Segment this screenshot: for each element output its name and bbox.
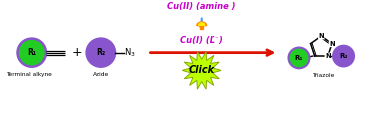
Text: R₂: R₂ (96, 48, 105, 57)
Circle shape (288, 48, 310, 68)
Text: N: N (325, 53, 331, 59)
Text: N: N (318, 33, 324, 39)
Text: R₁: R₁ (295, 55, 303, 61)
Text: Cu(I) (L: Cu(I) (L (180, 36, 215, 45)
Circle shape (87, 39, 115, 67)
Text: Click: Click (189, 65, 215, 75)
Circle shape (333, 46, 354, 66)
Polygon shape (182, 52, 221, 89)
Text: Triazole: Triazole (312, 73, 334, 78)
Text: N: N (329, 41, 335, 47)
Text: R₁: R₁ (27, 48, 36, 57)
Text: ): ) (218, 36, 222, 45)
Circle shape (17, 39, 46, 67)
Polygon shape (199, 23, 205, 25)
Polygon shape (197, 22, 206, 26)
Polygon shape (200, 26, 203, 29)
Text: Terminal alkyne: Terminal alkyne (6, 72, 52, 77)
Text: $\mathrm{N_3}$: $\mathrm{N_3}$ (124, 46, 136, 59)
Text: ·: · (211, 34, 214, 43)
Text: +: + (71, 46, 82, 59)
Text: Cu(II) (amine ): Cu(II) (amine ) (167, 2, 236, 11)
Text: R₂: R₂ (339, 53, 348, 59)
Text: Azide: Azide (93, 72, 109, 77)
Text: ⁻: ⁻ (214, 36, 218, 42)
